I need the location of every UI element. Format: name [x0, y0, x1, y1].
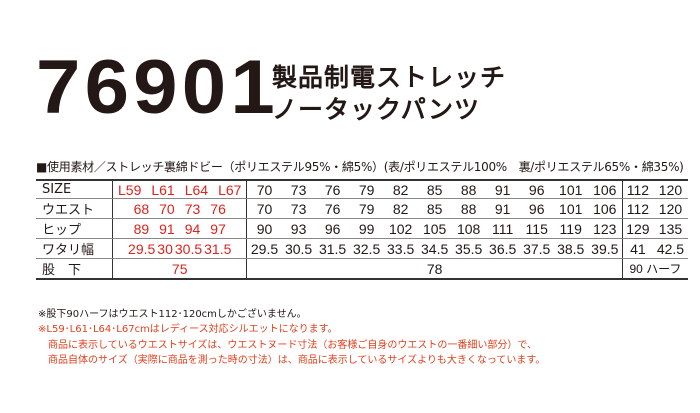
- mens-value: 115: [519, 218, 554, 239]
- ladies-value: L61: [151, 181, 175, 198]
- ladies-value: 29.5: [128, 240, 156, 257]
- table-row: ヒップ 89 91 94 97 90 93 96 99 102 105 108 111 115 119 123…: [36, 218, 688, 239]
- mens-value: 36.5: [485, 238, 520, 259]
- mens-value: 30.5: [281, 238, 316, 259]
- mens-value: 85: [417, 179, 452, 199]
- mens-value: 90: [246, 218, 282, 239]
- mens-value: 96: [519, 179, 554, 199]
- mens-value: 34.5: [417, 238, 452, 259]
- big-value: 120: [652, 179, 688, 199]
- mens-inseam: 78: [246, 258, 623, 280]
- product-number: 76901: [36, 45, 279, 130]
- mens-value: 119: [553, 218, 588, 239]
- row-label: ヒップ: [36, 218, 113, 239]
- mens-value: 70: [246, 198, 282, 219]
- mens-value: 102: [383, 218, 418, 239]
- row-label: SIZE: [36, 179, 113, 199]
- ladies-value: 68: [133, 200, 150, 217]
- ladies-value: 89: [133, 220, 150, 237]
- mens-value: 101: [553, 179, 588, 199]
- big-value: 112: [621, 198, 653, 219]
- mens-value: 93: [281, 218, 316, 239]
- row-label: 股 下: [36, 258, 113, 280]
- mens-value: 88: [451, 179, 486, 199]
- mens-value: 123: [587, 218, 623, 239]
- table-row: ウエスト 68 70 73 76 70 73 76 79 82 85 88 91 96 101 106 112 1…: [36, 198, 688, 219]
- size-table: SIZE L59 L61 L64 L67 70 73 76 79 82 85 88 91 96 101 106…: [36, 179, 688, 280]
- mens-value: 101: [553, 198, 588, 219]
- note-1: ※股下90ハーフはウエスト112･120cmしかございません。: [38, 309, 307, 320]
- mens-value: 96: [315, 218, 350, 239]
- mens-value: 106: [587, 179, 623, 199]
- mens-value: 91: [485, 198, 520, 219]
- mens-value: 108: [451, 218, 486, 239]
- mens-value: 106: [587, 198, 623, 219]
- product-name-line2: ノータックパンツ: [272, 95, 481, 124]
- mens-value: 99: [349, 218, 384, 239]
- ladies-value: L67: [218, 181, 242, 198]
- mens-value: 70: [246, 179, 282, 199]
- ladies-value: L64: [184, 181, 209, 198]
- mens-value: 32.5: [349, 238, 384, 259]
- row-label: ワタリ幅: [36, 238, 113, 259]
- ladies-value: 70: [159, 200, 175, 217]
- note-3: 商品に表示しているウエストサイズは、ウエストヌード寸法（お客様ご自身のウエストの…: [38, 340, 537, 351]
- product-name-line1: 製品制電ストレッチ: [272, 63, 507, 92]
- ladies-value: 73: [184, 200, 201, 217]
- ladies-value: L59: [118, 181, 142, 198]
- mens-value: 39.5: [587, 238, 623, 259]
- table-row-inseam: 股 下 75 78 90 ハーフ: [36, 258, 688, 280]
- mens-value: 111: [485, 218, 520, 239]
- mens-value: 29.5: [246, 238, 282, 259]
- ladies-value: 30: [157, 240, 173, 257]
- mens-value: 31.5: [315, 238, 350, 259]
- mens-value: 73: [281, 179, 316, 199]
- mens-value: 76: [315, 198, 350, 219]
- big-value: 112: [621, 179, 653, 199]
- mens-value: 88: [451, 198, 486, 219]
- mens-value: 37.5: [519, 238, 554, 259]
- big-value: 129: [621, 218, 653, 239]
- row-label: ウエスト: [36, 198, 113, 219]
- mens-value: 79: [349, 198, 384, 219]
- mens-value: 91: [485, 179, 520, 199]
- mens-value: 96: [519, 198, 554, 219]
- mens-value: 38.5: [553, 238, 588, 259]
- ladies-value: 30.5: [174, 240, 203, 257]
- mens-value: 79: [349, 179, 384, 199]
- note-2: ※L59･L61･L64･L67cmはレディース対応シルエットになります。: [38, 324, 338, 335]
- mens-value: 35.5: [451, 238, 486, 259]
- ladies-value: 31.5: [204, 240, 232, 257]
- ladies-cell: 29.5 30 30.5 31.5: [112, 238, 248, 259]
- mens-value: 73: [281, 198, 316, 219]
- ladies-value: 94: [184, 220, 201, 237]
- mens-value: 82: [383, 179, 418, 199]
- big-value: 120: [652, 198, 688, 219]
- note-4: 商品自体のサイズ（実際に商品を測った時の寸法）は、商品に表示しているサイズよりも…: [38, 355, 546, 366]
- big-inseam: 90 ハーフ: [621, 258, 688, 280]
- mens-value: 85: [417, 198, 452, 219]
- big-value: 42.5: [652, 238, 688, 259]
- ladies-value: 97: [210, 220, 226, 237]
- ladies-cell: 68 70 73 76: [112, 198, 248, 219]
- ladies-value: 76: [210, 200, 226, 217]
- big-value: 135: [652, 218, 688, 239]
- ladies-cell: L59 L61 L64 L67: [112, 179, 248, 199]
- ladies-cell: 89 91 94 97: [112, 218, 248, 239]
- material-spec: ■使用素材／ストレッチ裏綿ドビー（ポリエステル95%・綿5%）(表/ポリエステル…: [36, 160, 684, 174]
- mens-value: 82: [383, 198, 418, 219]
- mens-value: 105: [417, 218, 452, 239]
- big-value: 41: [621, 238, 653, 259]
- table-row: SIZE L59 L61 L64 L67 70 73 76 79 82 85 88 91 96 101 106…: [36, 179, 688, 199]
- table-row: ワタリ幅 29.5 30 30.5 31.5 29.5 30.5 31.5 32.5 33.5 34…: [36, 238, 688, 259]
- mens-value: 76: [315, 179, 350, 199]
- ladies-value: 91: [159, 220, 175, 237]
- mens-value: 33.5: [383, 238, 418, 259]
- ladies-inseam: 75: [112, 258, 248, 280]
